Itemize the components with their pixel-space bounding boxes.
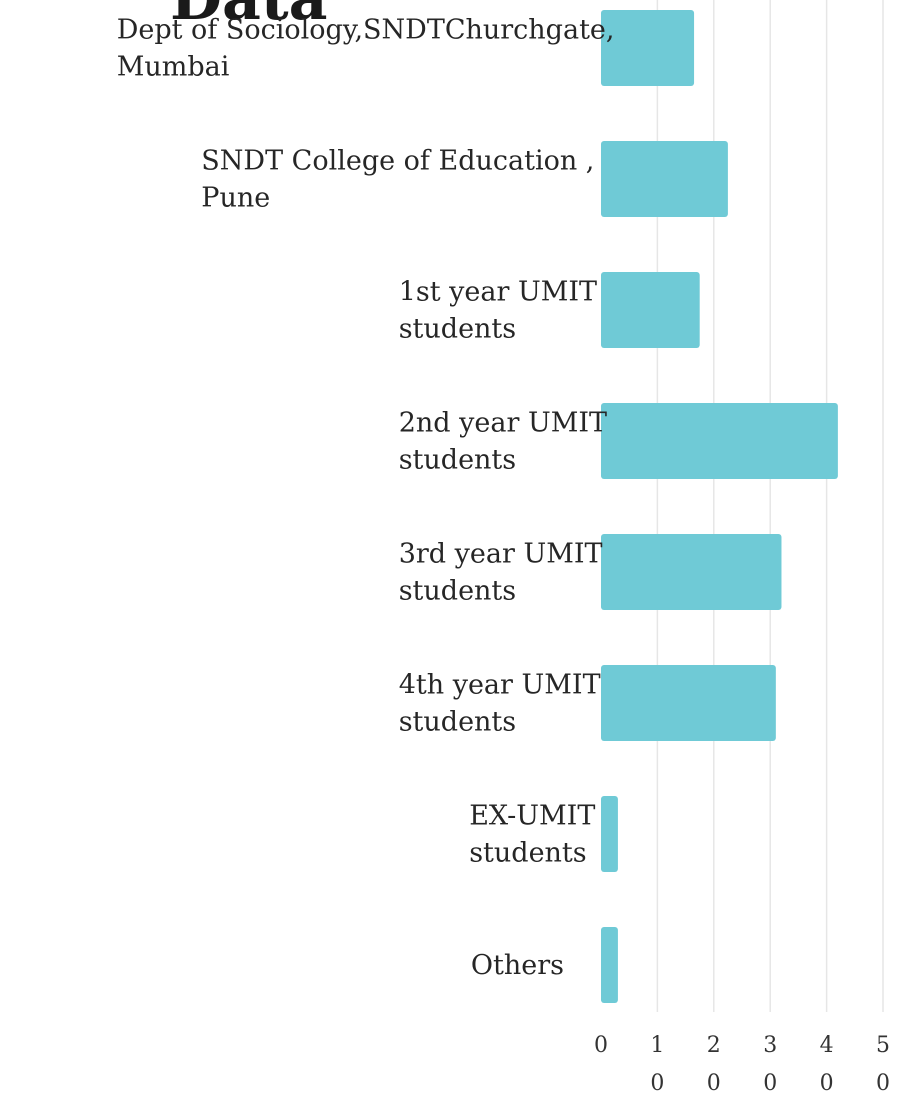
tick-label: 0 [594, 1033, 608, 1058]
tick-label: 0 [650, 1071, 664, 1095]
tick-label: 5 [876, 1033, 890, 1058]
tick-label: 0 [707, 1071, 721, 1095]
tick-label: 0 [763, 1071, 777, 1095]
bar [601, 403, 838, 479]
bar [601, 927, 618, 1003]
tick-label: 3 [763, 1033, 777, 1058]
category-label: 3rd year UMIT students [399, 539, 603, 607]
tick-label: 4 [820, 1033, 834, 1058]
category-label: SNDT College of Education , Pune [201, 146, 594, 214]
bar [601, 796, 618, 872]
tick-label: 0 [876, 1071, 890, 1095]
category-label: Others [471, 950, 564, 981]
category-label: Dept of Sociology,SNDTChurchgate, Mumbai [117, 15, 615, 83]
category-labels: Dept of Sociology,SNDTChurchgate, Mumbai S… [117, 15, 615, 982]
category-label: 1st year UMIT students [399, 277, 597, 345]
tick-label: 1 [650, 1033, 664, 1058]
bar [601, 10, 695, 86]
category-label: EX-UMIT students [469, 801, 595, 869]
chart-title: Data [170, 0, 328, 34]
bars [601, 10, 838, 1003]
tick-label: 2 [707, 1033, 721, 1058]
x-axis-ticks: 0 1 0 2 0 3 0 4 0 5 0 [594, 1033, 890, 1095]
bar [601, 665, 776, 741]
category-label: 4th year UMIT students [399, 670, 601, 738]
bar [601, 141, 728, 217]
category-label: 2nd year UMIT students [399, 408, 607, 476]
tick-label: 0 [820, 1071, 834, 1095]
bar [601, 534, 782, 610]
bar [601, 272, 700, 348]
